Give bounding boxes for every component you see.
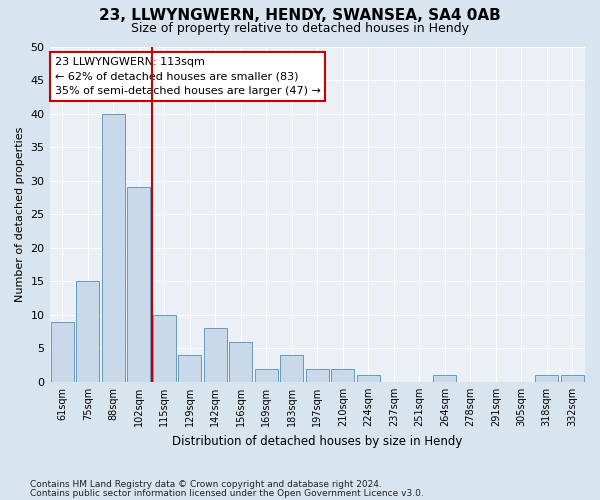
- Bar: [178, 355, 201, 382]
- Bar: [51, 322, 74, 382]
- Bar: [561, 375, 584, 382]
- Bar: [76, 282, 99, 382]
- Bar: [153, 315, 176, 382]
- Bar: [229, 342, 252, 382]
- Bar: [204, 328, 227, 382]
- Text: 23, LLWYNGWERN, HENDY, SWANSEA, SA4 0AB: 23, LLWYNGWERN, HENDY, SWANSEA, SA4 0AB: [99, 8, 501, 22]
- Text: Contains HM Land Registry data © Crown copyright and database right 2024.: Contains HM Land Registry data © Crown c…: [30, 480, 382, 489]
- Text: Size of property relative to detached houses in Hendy: Size of property relative to detached ho…: [131, 22, 469, 35]
- Bar: [102, 114, 125, 382]
- Bar: [306, 368, 329, 382]
- Text: Contains public sector information licensed under the Open Government Licence v3: Contains public sector information licen…: [30, 488, 424, 498]
- Y-axis label: Number of detached properties: Number of detached properties: [15, 126, 25, 302]
- Bar: [535, 375, 558, 382]
- Bar: [255, 368, 278, 382]
- Bar: [357, 375, 380, 382]
- X-axis label: Distribution of detached houses by size in Hendy: Distribution of detached houses by size …: [172, 434, 463, 448]
- Bar: [331, 368, 354, 382]
- Bar: [280, 355, 303, 382]
- Bar: [127, 188, 150, 382]
- Bar: [433, 375, 456, 382]
- Text: 23 LLWYNGWERN: 113sqm
← 62% of detached houses are smaller (83)
35% of semi-deta: 23 LLWYNGWERN: 113sqm ← 62% of detached …: [55, 56, 321, 96]
